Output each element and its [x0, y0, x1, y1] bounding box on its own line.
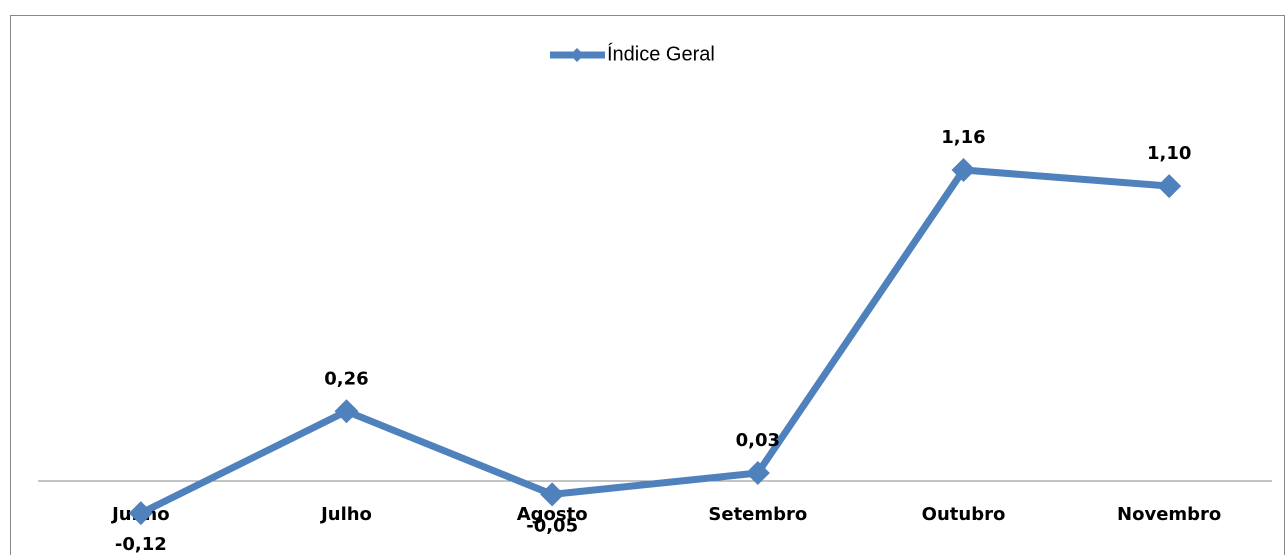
- chart-border: [10, 15, 1285, 555]
- data-label: -0,05: [526, 515, 578, 536]
- x-tick-label: Julho: [319, 504, 372, 525]
- legend-marker: [570, 48, 584, 62]
- marker: [128, 501, 153, 526]
- series-line: [139, 166, 1170, 517]
- data-label: 0,26: [324, 368, 368, 389]
- marker: [951, 158, 976, 182]
- marker: [745, 460, 770, 485]
- x-tick-label: Setembro: [708, 504, 807, 525]
- marker: [334, 399, 359, 424]
- data-label: 1,16: [941, 127, 985, 148]
- data-label: 0,03: [736, 430, 780, 451]
- x-tick-label: Agosto: [517, 504, 588, 525]
- data-label: 1,10: [1147, 143, 1191, 164]
- data-label: -0,12: [115, 534, 167, 555]
- marker: [1157, 174, 1182, 199]
- marker: [540, 482, 565, 507]
- x-tick-label: Outubro: [922, 504, 1006, 525]
- x-tick-label: Novembro: [1117, 504, 1221, 525]
- legend-label: Índice Geral: [607, 42, 715, 65]
